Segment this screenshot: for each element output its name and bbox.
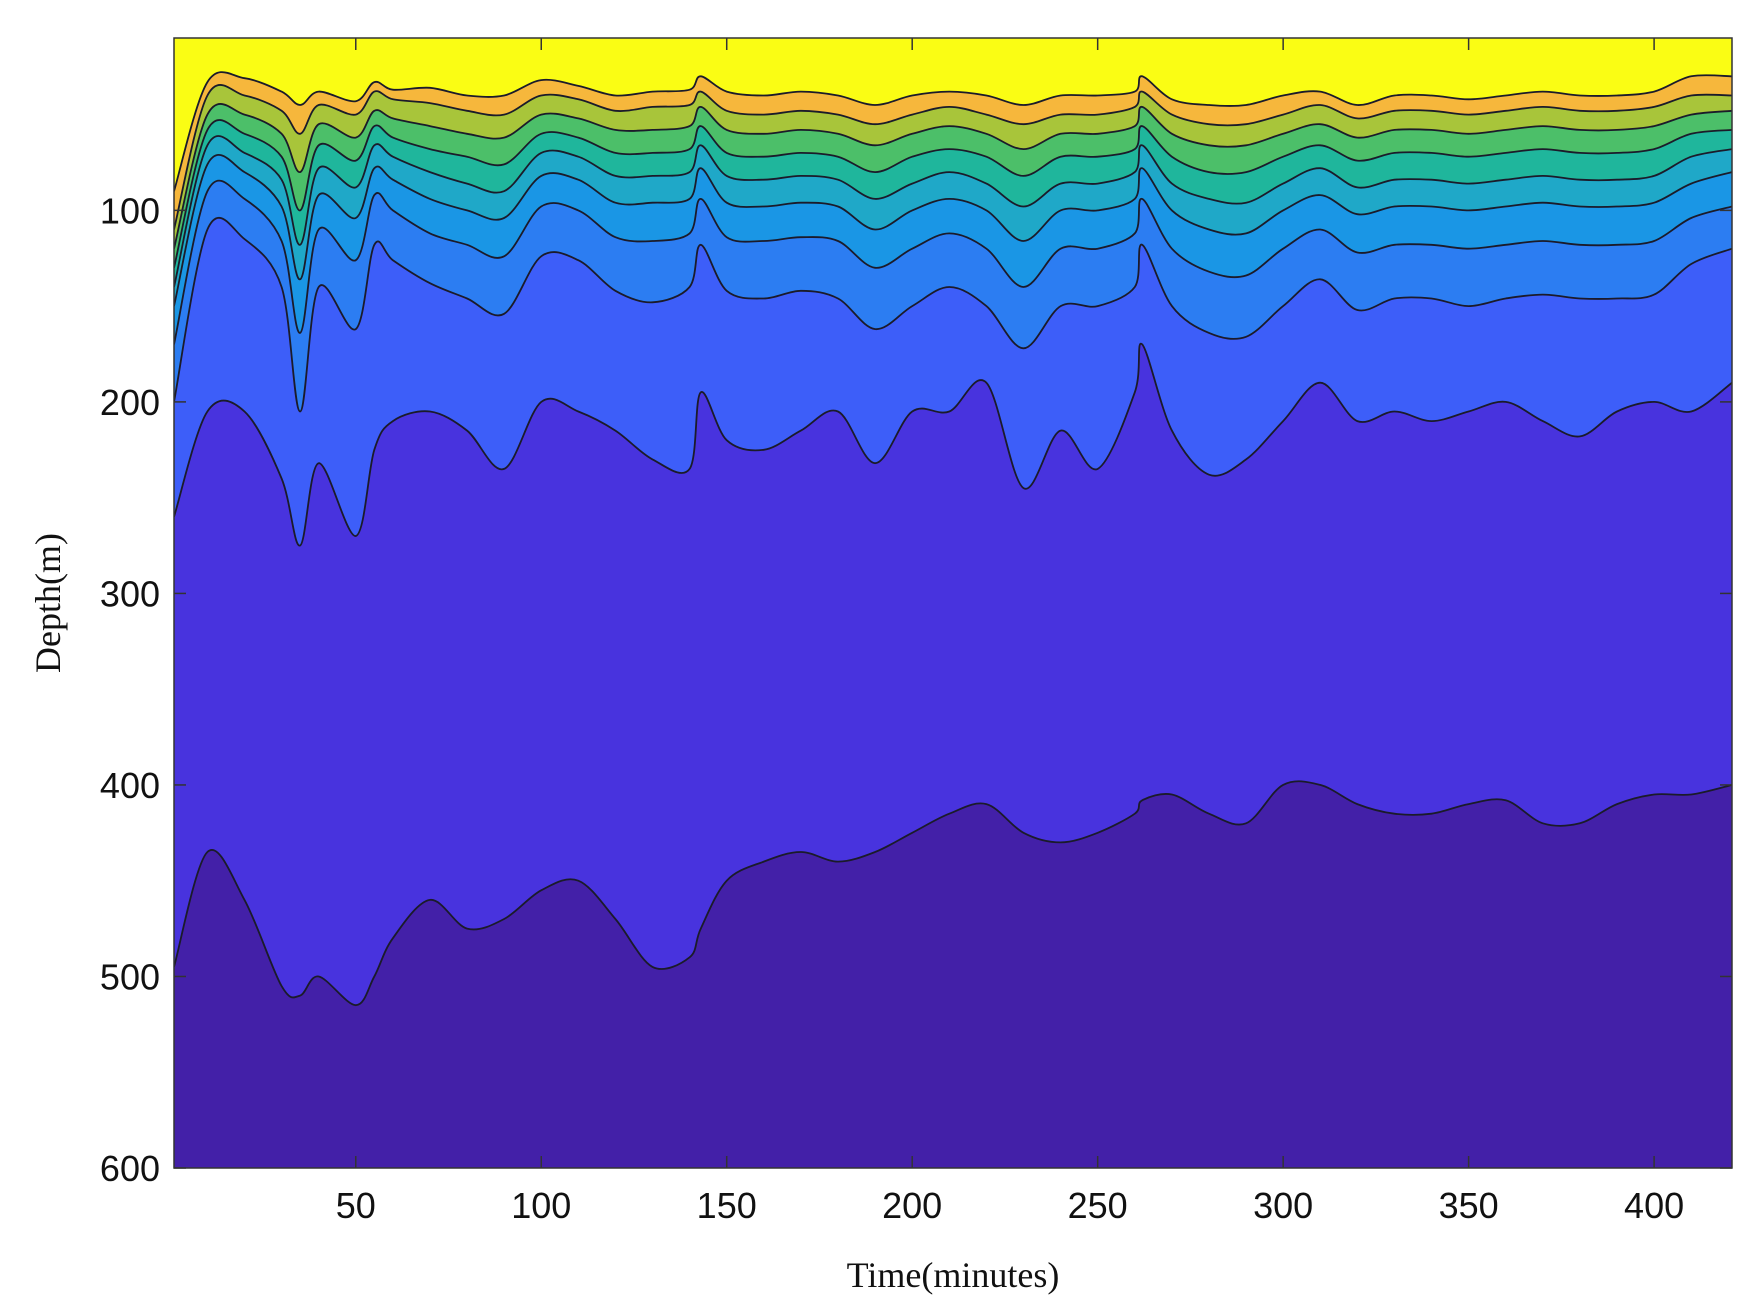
- x-tick-label: 50: [336, 1185, 376, 1226]
- x-axis-ticks: 50 100 150 200 250 300 350 400: [336, 38, 1684, 1226]
- contour-line: [174, 119, 1732, 269]
- y-tick-label: 400: [100, 765, 160, 806]
- x-tick-label: 250: [1068, 1185, 1128, 1226]
- y-tick-label: 100: [100, 190, 160, 231]
- y-tick-label: 200: [100, 382, 160, 423]
- contour-line: [174, 216, 1732, 413]
- contour-line: [174, 135, 1732, 288]
- x-tick-label: 100: [511, 1185, 571, 1226]
- y-axis-label: Depth(m): [28, 533, 68, 673]
- y-tick-label: 600: [100, 1148, 160, 1189]
- x-tick-label: 150: [697, 1185, 757, 1226]
- contour-line: [174, 179, 1732, 345]
- contour-line: [174, 154, 1732, 307]
- x-tick-label: 200: [882, 1185, 942, 1226]
- plot-frame: [173, 37, 1733, 1169]
- contour-bands: [174, 38, 1732, 1168]
- y-tick-label: 500: [100, 956, 160, 997]
- contour-line: [174, 103, 1732, 249]
- x-tick-label: 350: [1439, 1185, 1499, 1226]
- contour-lines: [174, 71, 1732, 1007]
- contour-band: [174, 38, 1732, 192]
- y-axis-ticks: 100 200 300 400 500 600: [100, 190, 1732, 1189]
- contour-line: [174, 71, 1732, 192]
- contour-line: [174, 84, 1732, 230]
- x-tick-label: 400: [1624, 1185, 1684, 1226]
- y-tick-label: 300: [100, 573, 160, 614]
- contour-line: [174, 342, 1732, 547]
- x-tick-label: 300: [1253, 1185, 1313, 1226]
- contour-line: [174, 780, 1732, 1007]
- x-axis-label: Time(minutes): [847, 1255, 1060, 1295]
